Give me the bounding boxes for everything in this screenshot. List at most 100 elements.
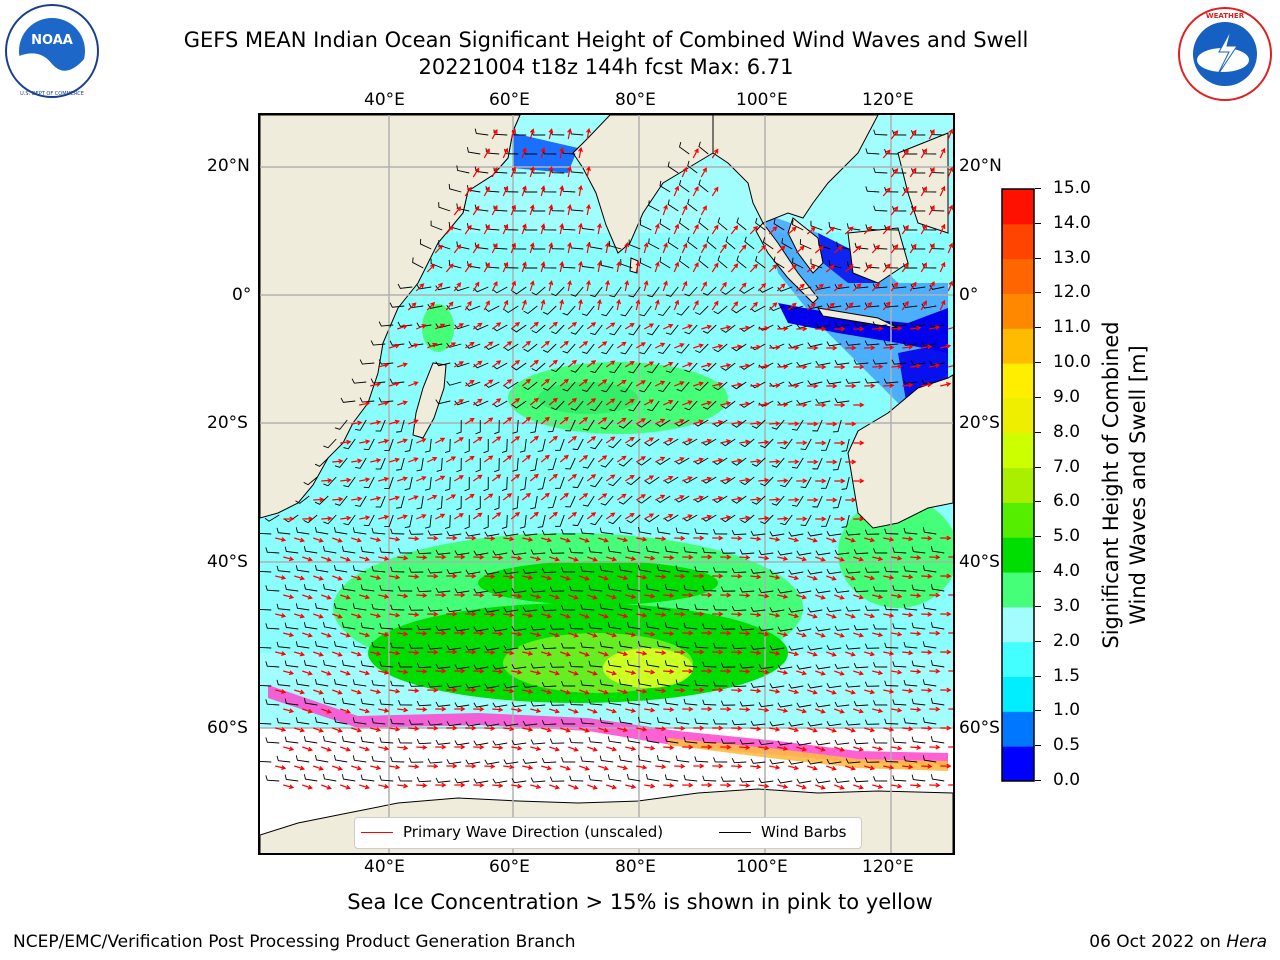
wind-barb [853, 777, 869, 783]
wind-barb [750, 682, 766, 688]
wind-barb [854, 242, 869, 250]
wave-arrow [321, 594, 332, 600]
wind-barb [530, 549, 546, 555]
wave-arrow [796, 632, 808, 638]
wind-barb [698, 217, 709, 231]
wave-arrow [826, 459, 838, 465]
wind-barb [424, 476, 432, 491]
wave-arrow [465, 535, 477, 541]
wave-arrow [720, 477, 732, 482]
wind-barb [503, 759, 519, 765]
wind-barb [910, 284, 926, 290]
wind-barb [549, 662, 565, 668]
lon-tick-top: 40°E [364, 90, 405, 110]
wave-arrow [587, 632, 598, 638]
wind-barb [788, 721, 804, 727]
wave-arrow [605, 474, 616, 482]
wave-arrow [731, 725, 743, 731]
wind-barb [922, 641, 937, 649]
wind-barb [436, 457, 443, 472]
wave-arrow [578, 416, 589, 425]
wave-arrow [693, 535, 705, 541]
wind-barb [884, 756, 899, 763]
wind-barb [646, 621, 660, 630]
wind-barb [821, 514, 831, 527]
wind-barb [562, 343, 576, 354]
wind-barb [260, 647, 272, 649]
wind-barb [760, 476, 774, 487]
wave-arrow [853, 594, 864, 600]
wind-barb [721, 362, 736, 371]
wind-barb [398, 586, 413, 592]
wind-barb [812, 419, 823, 432]
wave-arrow [616, 493, 627, 501]
wind-barb [607, 736, 622, 744]
wind-barb [530, 777, 546, 783]
wave-arrow [826, 651, 837, 657]
wind-barb [664, 622, 679, 630]
wind-barb [675, 603, 690, 611]
wave-arrow [757, 244, 767, 254]
colorbar-tick-mark [1035, 710, 1041, 712]
wind-barb [284, 774, 299, 782]
wind-barb [769, 569, 785, 575]
wave-arrow [541, 613, 553, 619]
wave-arrow [578, 340, 589, 349]
wind-barb [473, 702, 489, 708]
wind-barb [303, 514, 318, 524]
wind-barb [512, 400, 527, 409]
wave-arrow [864, 613, 876, 619]
wind-barb [466, 223, 481, 231]
wave-arrow [806, 226, 816, 235]
wind-barb [731, 381, 747, 390]
wind-barb [465, 759, 481, 765]
wind-barb [713, 605, 728, 611]
wind-barb [694, 680, 709, 687]
wave-arrow [682, 592, 694, 598]
wave-arrow [928, 281, 935, 292]
wave-arrow [559, 222, 565, 235]
wave-arrow [682, 744, 694, 750]
wave-arrow [359, 670, 371, 676]
colorbar-tick-mark [1035, 501, 1041, 503]
wind-barb [435, 399, 451, 405]
wave-arrow [567, 321, 577, 330]
wave-arrow [617, 727, 629, 733]
wave-arrow [891, 669, 903, 675]
wave-arrow [758, 325, 770, 331]
wind-barb [562, 381, 576, 392]
wave-arrow [890, 130, 899, 140]
wave-arrow [529, 473, 539, 482]
wind-barb [492, 778, 508, 784]
wind-barb [628, 400, 641, 412]
wind-barb [828, 222, 842, 231]
wind-barb [512, 419, 519, 434]
wave-arrow [731, 611, 743, 617]
wind-barb [739, 739, 755, 745]
map-plot [258, 113, 955, 855]
wind-barb [456, 495, 462, 511]
wave-arrow [731, 420, 743, 426]
wave-arrow [929, 782, 941, 788]
wind-barb [628, 286, 641, 298]
wave-arrow [796, 708, 808, 714]
wind-barb [341, 698, 356, 706]
wave-arrow [682, 324, 693, 330]
wave-arrow [681, 280, 688, 292]
lon-tick-bottom: 120°E [862, 857, 914, 877]
wave-arrow [453, 361, 464, 368]
wave-arrow [472, 322, 483, 330]
wave-arrow [940, 649, 952, 655]
wind-barb [503, 305, 519, 314]
wave-arrow [472, 398, 483, 406]
wind-barb [599, 717, 614, 725]
wave-arrow [530, 670, 542, 676]
colorbar-tick-mark [1035, 605, 1041, 607]
wind-barb [379, 661, 394, 668]
wind-barb [398, 624, 413, 630]
wave-arrow [758, 783, 770, 789]
wind-barb [751, 457, 766, 467]
wind-barb [390, 680, 405, 687]
wave-arrow [712, 649, 724, 655]
wind-barb [512, 457, 519, 472]
